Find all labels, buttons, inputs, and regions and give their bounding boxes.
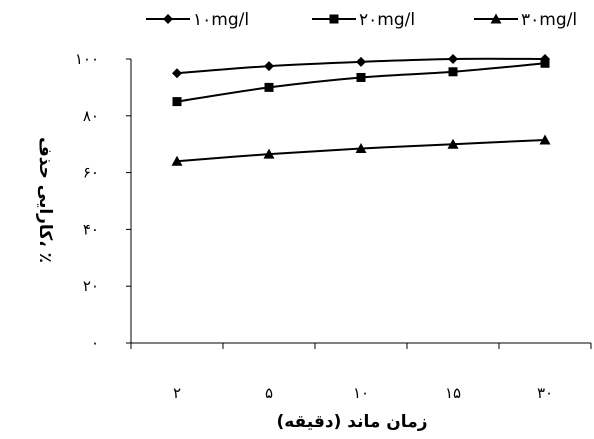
series-group — [171, 54, 551, 166]
legend-marker — [329, 14, 339, 24]
data-point — [172, 68, 182, 79]
x-axis-label: زمان ماند (دقیقه) — [276, 412, 427, 432]
series-1 — [172, 54, 550, 79]
data-point — [264, 82, 274, 92]
data-point — [172, 97, 182, 107]
data-point — [171, 155, 183, 166]
y-tick-label: ۱۰۰ — [75, 50, 99, 68]
legend-label: ۲۰mg/l — [359, 10, 415, 30]
y-tick-label: ۲۰ — [83, 277, 99, 295]
x-tick-label: ۳۰ — [537, 384, 553, 402]
x-ticks: ۲ ۵ ۱۰ ۱۵ ۳۰ — [130, 343, 592, 402]
data-point — [263, 148, 275, 159]
series-3 — [171, 134, 551, 166]
data-point — [447, 138, 459, 149]
y-tick-label: ۸۰ — [83, 107, 99, 125]
y-tick-label: ۶۰ — [83, 164, 99, 182]
data-point — [448, 67, 458, 77]
data-point — [540, 58, 550, 68]
legend-label: ۳۰mg/l — [521, 10, 577, 30]
axes — [130, 59, 591, 344]
x-tick-label: ۲ — [173, 384, 181, 402]
data-point — [356, 56, 366, 67]
legend-item: ۳۰mg/l — [474, 10, 577, 30]
legend: ۱۰mg/l ۲۰mg/l ۳۰mg/l — [146, 10, 577, 30]
y-tick-label: ۰ — [91, 334, 99, 352]
x-tick-label: ۱۰ — [353, 384, 369, 402]
data-point — [355, 142, 367, 153]
x-tick-label: ۱۵ — [445, 384, 461, 402]
legend-label: ۱۰mg/l — [193, 10, 249, 30]
y-ticks: ۰ ۲۰ ۴۰ ۶۰ ۸۰ ۱۰۰ — [75, 50, 131, 352]
legend-marker — [163, 14, 173, 24]
legend-item: ۱۰mg/l — [146, 10, 249, 30]
legend-marker — [490, 13, 502, 24]
data-point — [356, 72, 366, 82]
y-axis-label: کارایی حذف، ٪ — [35, 137, 55, 263]
series-2 — [172, 58, 550, 107]
y-tick-label: ۴۰ — [83, 220, 99, 238]
data-point — [539, 134, 551, 145]
legend-item: ۲۰mg/l — [312, 10, 415, 30]
data-point — [448, 54, 458, 64]
data-point — [264, 61, 274, 72]
x-tick-label: ۵ — [265, 384, 273, 402]
